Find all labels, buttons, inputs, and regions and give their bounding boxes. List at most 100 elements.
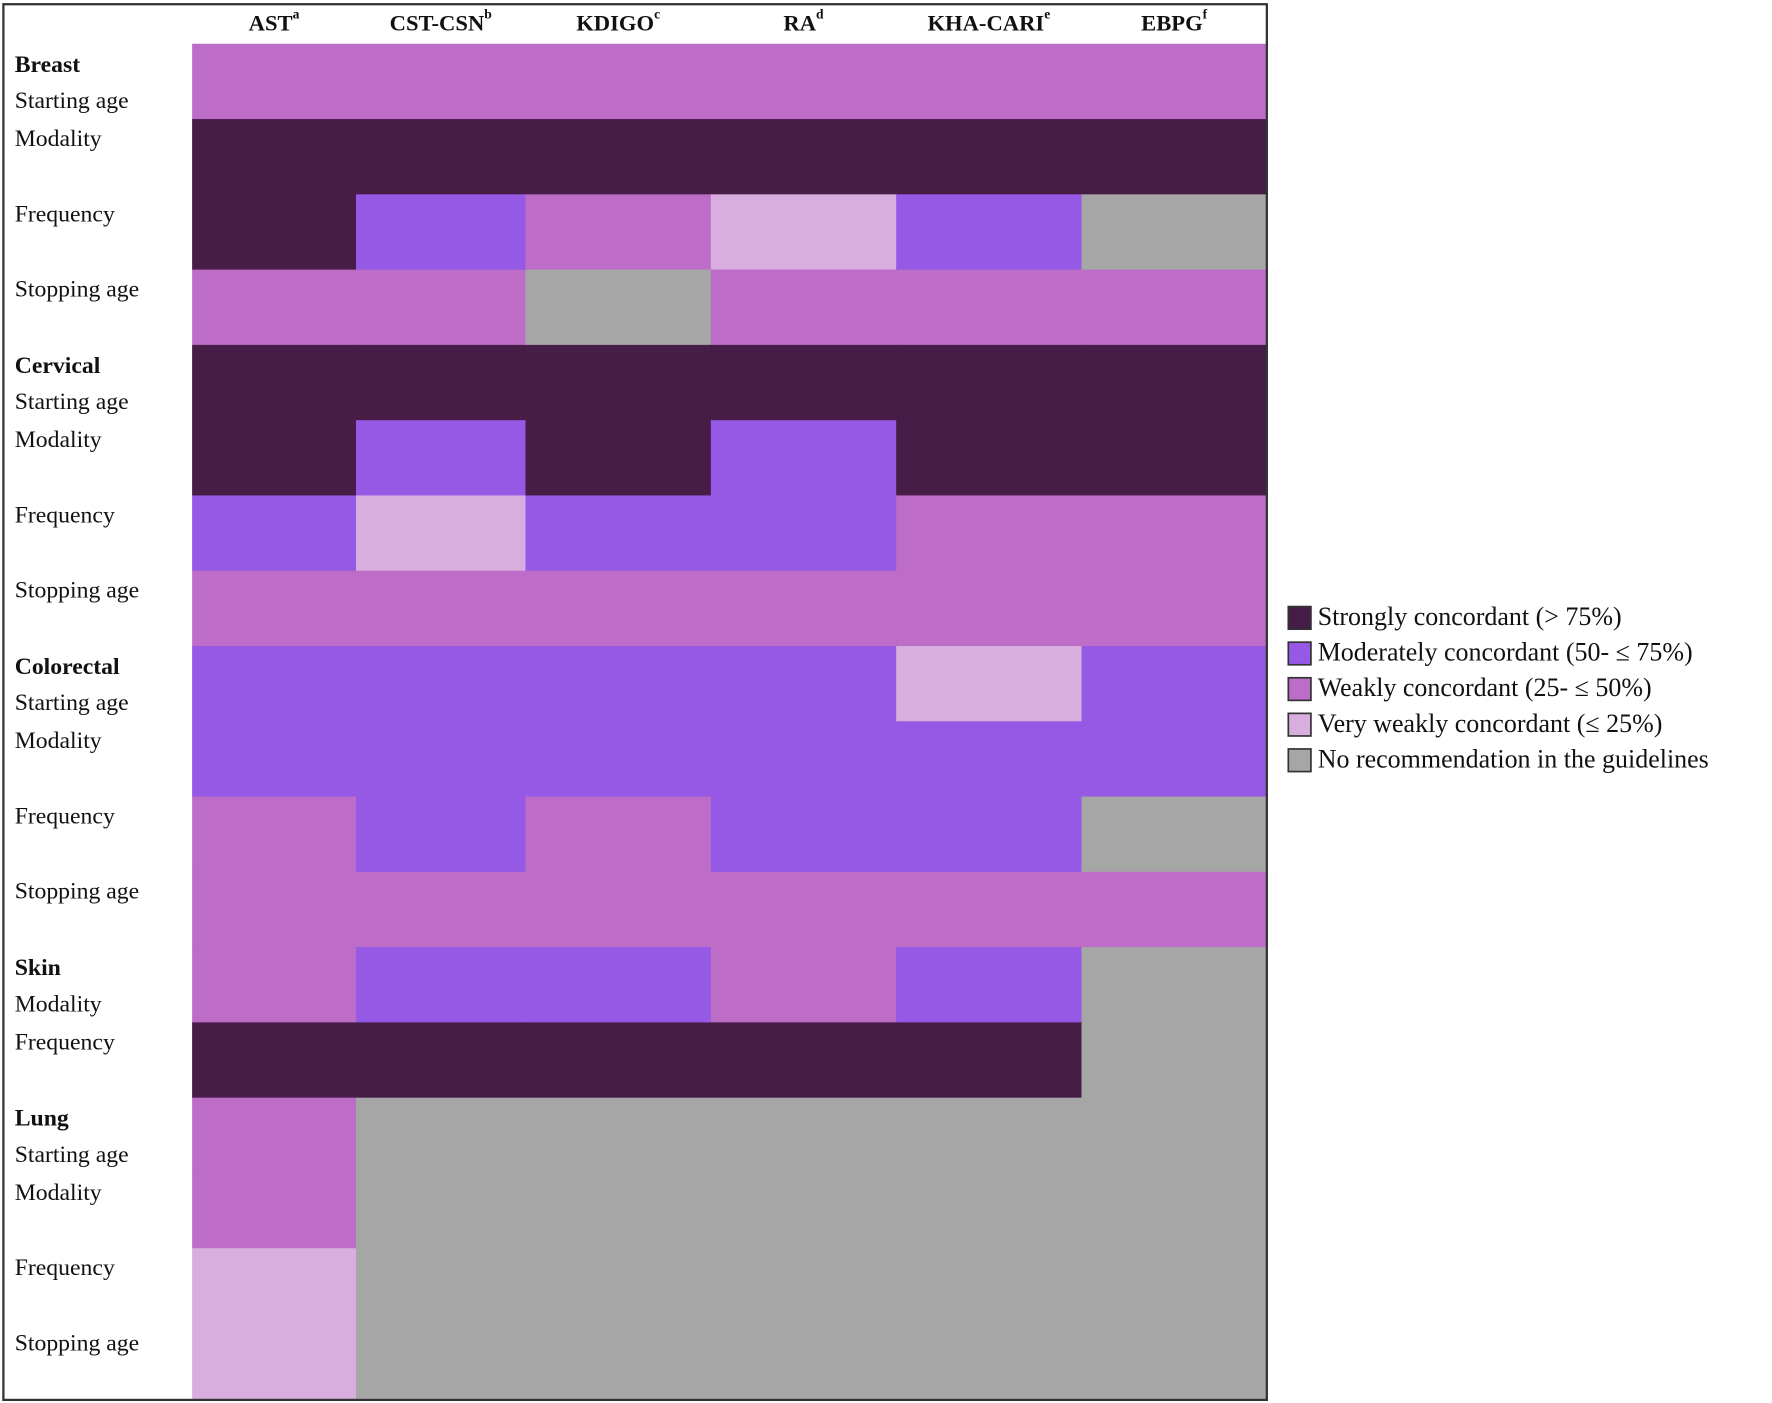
cell xyxy=(355,269,527,346)
cell xyxy=(1081,119,1268,195)
cell xyxy=(896,495,1083,572)
cell xyxy=(1081,570,1268,647)
frame xyxy=(2,3,1268,1402)
cell xyxy=(896,43,1083,120)
cell xyxy=(1081,495,1268,572)
row-label: Modality xyxy=(15,991,102,1017)
group-label: Colorectal xyxy=(15,654,120,680)
cell xyxy=(192,420,357,497)
cell xyxy=(192,947,357,1023)
cell xyxy=(355,871,527,948)
cell xyxy=(355,947,527,1023)
cell xyxy=(355,194,527,271)
cell xyxy=(896,721,1083,798)
cell xyxy=(355,1022,527,1099)
cell xyxy=(525,645,712,722)
cell xyxy=(525,495,712,572)
cell xyxy=(896,1022,1083,1099)
column-name: CST-CSN xyxy=(390,11,485,36)
row-label: Frequency xyxy=(15,803,115,829)
cell xyxy=(355,796,527,873)
cell xyxy=(896,344,1083,421)
legend-label: Weakly concordant (25- ≤ 50%) xyxy=(1318,673,1652,702)
cell xyxy=(1081,344,1268,421)
cell xyxy=(525,570,712,647)
cell xyxy=(710,1248,897,1325)
cell xyxy=(896,1097,1083,1174)
column-name: RA xyxy=(783,11,816,36)
cell xyxy=(525,1323,712,1400)
cell xyxy=(1081,420,1268,497)
cell xyxy=(192,645,357,722)
cell xyxy=(710,43,897,120)
row-label: Stopping age xyxy=(15,879,140,905)
column-superscript: f xyxy=(1203,7,1208,22)
cell xyxy=(355,1323,527,1400)
cell xyxy=(355,570,527,647)
cell xyxy=(192,119,357,195)
row-label: Starting age xyxy=(15,389,129,415)
cell xyxy=(896,645,1083,722)
cell xyxy=(896,194,1083,271)
cell xyxy=(355,119,527,195)
cell xyxy=(710,645,897,722)
cell xyxy=(710,947,897,1023)
cell xyxy=(192,269,357,346)
legend-swatch xyxy=(1287,641,1312,666)
cell xyxy=(525,344,712,421)
legend-swatch xyxy=(1287,676,1312,702)
cell xyxy=(525,194,712,271)
cell xyxy=(896,1248,1083,1325)
cell xyxy=(1081,947,1268,1023)
row-label: Modality xyxy=(15,728,102,754)
cell xyxy=(192,1248,357,1325)
legend-swatch xyxy=(1287,712,1312,737)
cell-grid xyxy=(192,43,1268,1400)
column-name: EBPG xyxy=(1141,11,1203,36)
row-label: Starting age xyxy=(15,1142,129,1168)
column-header: KHA-CARIe xyxy=(927,7,1050,36)
cell xyxy=(1081,1248,1268,1325)
row-label: Starting age xyxy=(15,88,129,114)
cell xyxy=(1081,721,1268,798)
cell xyxy=(1081,1172,1268,1249)
cell xyxy=(710,1022,897,1099)
cell xyxy=(896,119,1083,195)
cell xyxy=(355,420,527,497)
group-label: Breast xyxy=(15,52,81,78)
column-header: KDIGOc xyxy=(576,7,660,36)
group-label: Skin xyxy=(15,955,61,981)
cell xyxy=(192,1097,357,1174)
column-superscript: a xyxy=(293,7,300,22)
cell xyxy=(710,1172,897,1249)
cell xyxy=(525,1248,712,1325)
cell xyxy=(525,119,712,195)
cell xyxy=(710,269,897,346)
row-label: Modality xyxy=(15,126,102,152)
column-superscript: d xyxy=(816,7,824,22)
cell xyxy=(525,1022,712,1099)
cell xyxy=(355,1097,527,1174)
cell xyxy=(710,344,897,421)
row-label: Stopping age xyxy=(15,578,140,604)
legend-label: No recommendation in the guidelines xyxy=(1318,744,1709,773)
cell xyxy=(192,43,357,120)
cell xyxy=(896,570,1083,647)
cell xyxy=(355,1248,527,1325)
cell xyxy=(355,495,527,572)
cell xyxy=(710,420,897,497)
cell xyxy=(710,871,897,948)
legend-label: Very weakly concordant (≤ 25%) xyxy=(1318,709,1663,738)
cell xyxy=(525,269,712,346)
group-label: Cervical xyxy=(15,353,101,379)
column-header: ASTa xyxy=(249,7,300,36)
cell xyxy=(355,344,527,421)
cell xyxy=(192,1323,357,1400)
cell xyxy=(1081,43,1268,120)
cell xyxy=(896,269,1083,346)
cell xyxy=(355,43,527,120)
cell xyxy=(896,871,1083,948)
cell xyxy=(192,1172,357,1249)
legend-swatch xyxy=(1287,605,1312,631)
